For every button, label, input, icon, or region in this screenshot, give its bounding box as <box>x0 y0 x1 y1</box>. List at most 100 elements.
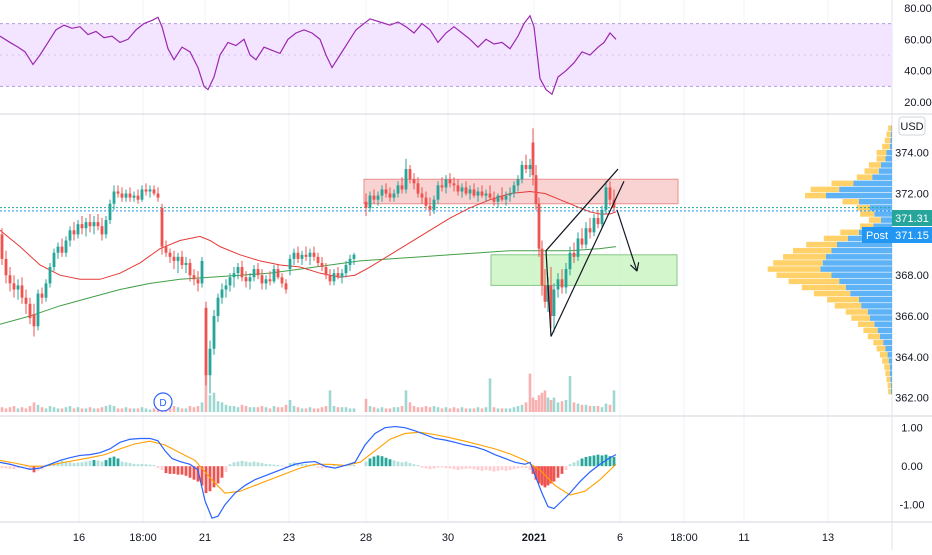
candle <box>304 246 308 261</box>
candle-body <box>296 252 300 259</box>
macd-histogram-bar <box>420 466 424 468</box>
price-tick-label: 362.00 <box>895 393 929 405</box>
dividend-badge[interactable]: D <box>153 392 173 412</box>
candle <box>0 228 4 265</box>
support-zone <box>490 254 678 286</box>
volume-bar <box>560 401 564 412</box>
candle-body <box>576 238 580 257</box>
volume-bar <box>80 408 84 412</box>
candle-body <box>12 283 16 290</box>
volume-bar <box>52 407 56 412</box>
vp-row-up <box>887 352 892 358</box>
volume-bar <box>268 408 272 412</box>
candle <box>420 187 424 204</box>
candle <box>32 303 36 337</box>
candle <box>300 250 304 265</box>
macd-histogram-bar <box>380 456 384 467</box>
macd-histogram-bar <box>108 457 112 467</box>
projection-arrow-head <box>630 264 638 272</box>
candle-body <box>348 258 352 265</box>
currency-label[interactable]: USD <box>898 116 926 136</box>
macd-pane[interactable] <box>0 425 617 519</box>
time-axis[interactable]: 16 18:00 21 23 28 30 2021 6 18:00 11 13 <box>73 532 834 544</box>
candle <box>60 238 64 257</box>
post-label-box <box>862 227 892 243</box>
candle <box>344 260 348 278</box>
rsi-tick-label: 20.00 <box>904 97 932 109</box>
vp-row-up <box>885 156 892 162</box>
volume-bar <box>28 406 32 412</box>
macd-histogram-bar <box>384 457 388 467</box>
volume-bar <box>236 407 240 412</box>
volume-bar <box>36 404 40 412</box>
candle <box>568 246 572 276</box>
dividend-circle[interactable] <box>153 392 173 412</box>
channel-line <box>545 168 619 252</box>
candle <box>340 269 344 284</box>
candle <box>604 181 608 214</box>
volume-bar <box>312 408 316 412</box>
rsi-pane[interactable] <box>0 14 892 96</box>
vp-row-up <box>859 296 892 303</box>
price-axis[interactable]: 80.0060.0040.0020.00374.00372.00370.0036… <box>895 3 932 512</box>
volume-bar <box>272 406 276 412</box>
candle-body <box>64 240 68 253</box>
currency-box[interactable] <box>898 116 926 136</box>
time-tick-label: 6 <box>617 532 623 544</box>
vp-row-down <box>834 303 862 309</box>
time-tick-label: 21 <box>199 532 211 544</box>
volume-bar <box>200 402 204 412</box>
macd-histogram-bar <box>244 461 248 467</box>
vp-row-up <box>891 125 892 131</box>
volume-bar <box>540 392 544 412</box>
volume-bar <box>144 408 148 412</box>
candle <box>184 256 188 274</box>
volume-bar <box>216 401 220 412</box>
volume-bar <box>300 408 304 412</box>
vp-row-down <box>884 137 891 144</box>
drawings[interactable] <box>545 168 640 337</box>
candle <box>208 340 212 394</box>
volume-bar <box>480 408 484 412</box>
candle <box>68 226 72 247</box>
volume-bar <box>531 397 535 412</box>
macd-histogram-bar <box>436 466 440 468</box>
volume-bar <box>556 402 560 412</box>
volume-bar <box>344 407 348 412</box>
volume-bar <box>348 408 352 412</box>
macd-histogram-bar <box>504 466 508 471</box>
candle-body <box>104 220 108 235</box>
candle-body <box>248 277 252 282</box>
candlesticks[interactable] <box>0 128 616 394</box>
macd-histogram-bar <box>112 456 116 467</box>
macd-histogram-bar <box>96 460 100 467</box>
candle-body <box>316 256 320 263</box>
candle <box>176 252 180 274</box>
volume-bar <box>60 408 64 412</box>
volume-bar <box>580 404 584 412</box>
macd-histogram-bar <box>144 464 148 467</box>
macd-histogram-bar <box>576 460 580 467</box>
vp-row-down <box>810 186 840 193</box>
volume-bar <box>604 403 608 412</box>
macd-histogram-bar <box>64 461 68 467</box>
macd-histogram-bar <box>172 466 176 474</box>
candle-body <box>488 193 492 198</box>
volume-bar <box>468 408 472 412</box>
candle <box>76 220 80 239</box>
candle-body <box>272 269 276 282</box>
macd-histogram-bar <box>12 466 16 470</box>
volume-bar <box>496 408 500 412</box>
volume-bar <box>552 397 556 412</box>
volume-bar <box>188 406 192 412</box>
volume-bar <box>136 408 140 412</box>
volume-bar <box>192 407 196 412</box>
candle-body <box>144 189 148 192</box>
candle <box>412 173 416 190</box>
volume-bar <box>172 406 176 412</box>
candle <box>608 181 612 206</box>
candle <box>136 189 140 204</box>
vp-row-down <box>823 235 848 242</box>
